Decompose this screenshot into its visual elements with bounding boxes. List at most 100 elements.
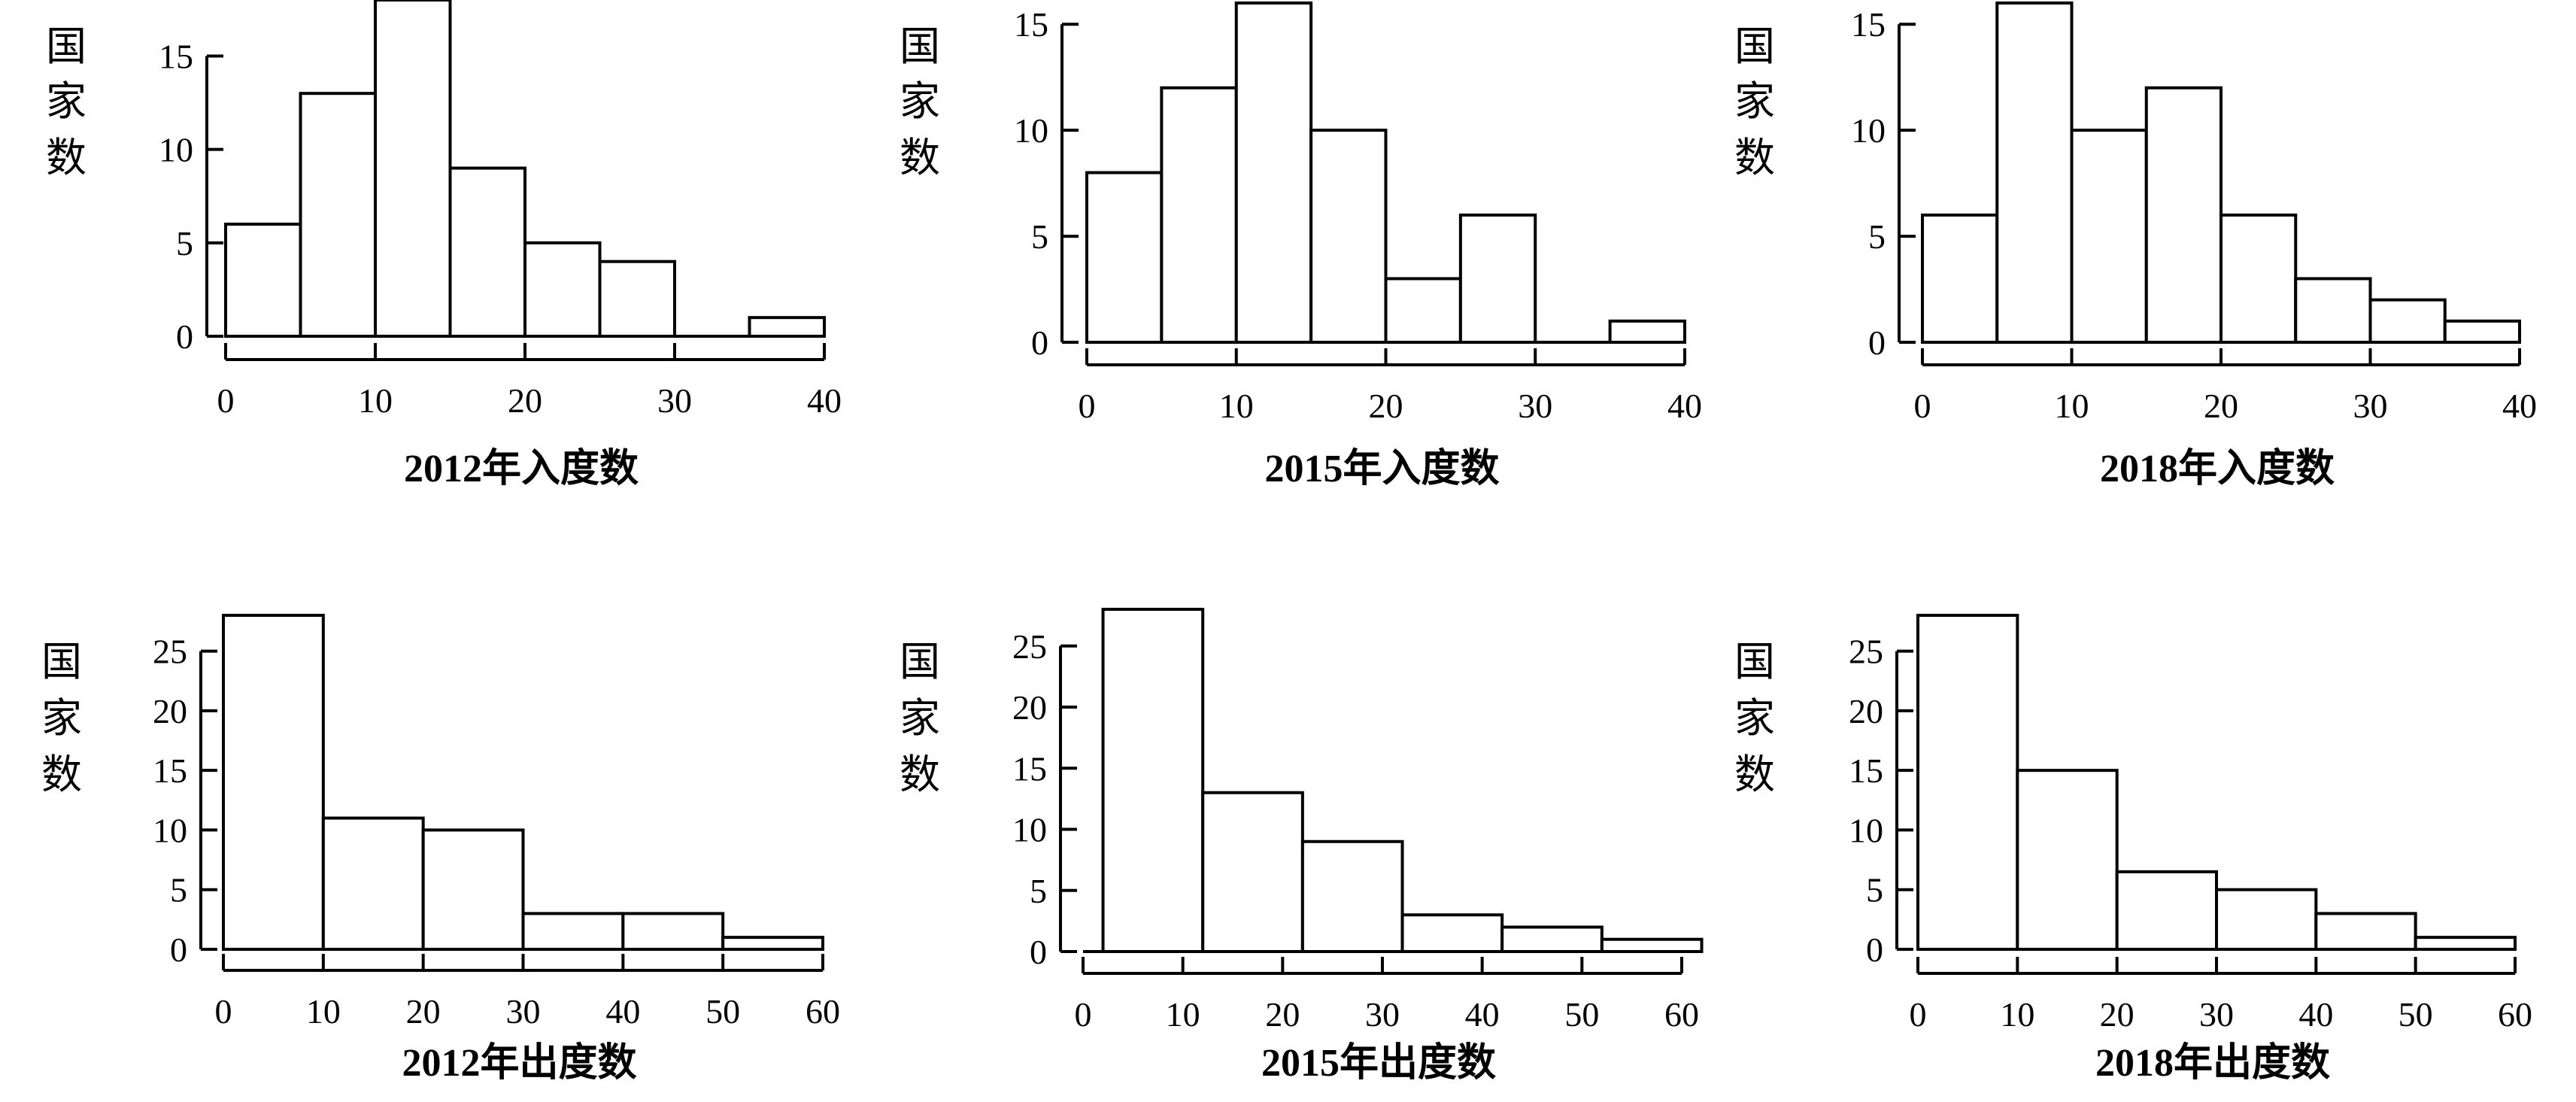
y-tick-label: 15: [1012, 749, 1047, 788]
y-axis-label-char: 数: [900, 752, 940, 797]
histogram-panel-4: 0 5 10 15 20 25 0 10 20 30 40 50 60 国家数 2012年出度数: [41, 614, 840, 1085]
x-tick-label: 60: [806, 992, 840, 1031]
y-axis-label-char: 家: [46, 79, 86, 124]
y-axis-label-char: 家: [41, 696, 82, 741]
y-axis-label-char: 数: [41, 752, 82, 797]
histogram-bar: [2219, 213, 2298, 344]
x-tick-label: 10: [358, 381, 393, 420]
x-axis-label: 2012年入度数: [404, 447, 639, 490]
x-tick-label: 60: [1664, 995, 1699, 1034]
x-tick-label: 20: [2100, 995, 2135, 1034]
y-axis-label-char: 国: [1734, 639, 1775, 685]
y-tick-label: 0: [1868, 323, 1886, 362]
y-tick-label: 10: [1012, 811, 1047, 849]
y-tick-label: 25: [1012, 627, 1047, 666]
y-tick-label: 10: [1851, 111, 1886, 150]
x-tick-label: 0: [215, 992, 232, 1031]
x-tick-label: 30: [2199, 995, 2234, 1034]
x-tick-label: 20: [1369, 387, 1403, 425]
histogram-bar: [448, 166, 526, 338]
x-tick-label: 30: [506, 992, 541, 1031]
x-tick-label: 40: [1667, 387, 1702, 425]
x-tick-label: 10: [1219, 387, 1254, 425]
y-axis-label-char: 数: [1734, 752, 1775, 797]
x-tick-label: 10: [306, 992, 341, 1031]
histogram-bar: [2215, 888, 2318, 951]
histogram-bar: [1600, 937, 1704, 953]
x-tick-label: 50: [2399, 995, 2433, 1034]
y-tick-label: 5: [1031, 217, 1048, 256]
x-axis-label: 2012年出度数: [402, 1041, 636, 1085]
y-tick-label: 15: [1014, 5, 1048, 44]
histogram-bar: [2314, 912, 2417, 952]
x-tick-label: 40: [2502, 387, 2537, 425]
x-tick-label: 50: [1564, 995, 1599, 1034]
histogram-bar: [1300, 839, 1404, 953]
histogram-bar: [2443, 319, 2521, 344]
y-axis-label-char: 数: [46, 135, 86, 181]
y-tick-label: 0: [1866, 930, 1883, 969]
y-tick-label: 5: [1868, 217, 1886, 256]
histogram-panel-6: 0 5 10 15 20 25 0 10 20 30 40 50 60 国家数 2018年出度数: [1734, 614, 2532, 1085]
x-axis-label: 2018年入度数: [2100, 447, 2335, 490]
histogram-bar: [222, 614, 325, 951]
histogram-bar: [748, 316, 826, 338]
y-tick-label: 10: [159, 131, 193, 169]
y-axis-label-char: 国: [41, 639, 82, 685]
x-tick-label: 0: [1914, 387, 1931, 425]
x-axis-label: 2018年出度数: [2095, 1041, 2330, 1085]
histogram-bar: [1384, 277, 1462, 344]
histogram-bar: [721, 936, 825, 951]
histogram-bar: [2115, 870, 2219, 952]
x-tick-label: 0: [1910, 995, 1927, 1034]
y-tick-label: 15: [1849, 751, 1883, 790]
x-tick-label: 30: [1365, 995, 1400, 1034]
histogram-bar: [1995, 2, 2074, 344]
y-tick-label: 5: [1030, 872, 1047, 910]
x-tick-label: 0: [217, 381, 235, 420]
histogram-panel-3: 0 5 10 15 0 10 20 30 40 国家数 2018年入度数: [1734, 2, 2537, 490]
x-tick-label: 40: [2298, 995, 2333, 1034]
x-tick-label: 10: [2000, 995, 2034, 1034]
y-tick-label: 15: [159, 38, 193, 76]
histogram-bar: [1458, 213, 1537, 344]
histogram-bar: [2144, 86, 2223, 344]
histogram-bar: [1916, 614, 2019, 951]
histogram-bar: [1201, 791, 1304, 953]
y-tick-label: 20: [1012, 688, 1047, 727]
y-axis-label-char: 数: [1734, 135, 1775, 181]
y-tick-label: 0: [176, 317, 193, 356]
histogram-panel-5: 0 5 10 15 20 25 0 10 20 30 40 50 60 国家数 2015年出度数: [900, 608, 1704, 1085]
y-axis-label-char: 国: [900, 24, 940, 69]
histogram-panel-1: 0 5 10 15 0 10 20 30 40 国家数 2012年入度数: [46, 0, 842, 490]
y-axis-label-char: 国: [46, 24, 86, 69]
y-tick-label: 0: [170, 930, 187, 969]
histogram-bar: [1400, 913, 1504, 953]
x-tick-label: 20: [1265, 995, 1300, 1034]
x-tick-label: 20: [2204, 387, 2238, 425]
y-tick-label: 0: [1030, 933, 1047, 971]
histogram-bar: [321, 816, 425, 951]
histogram-bar: [1500, 925, 1604, 953]
y-axis-label-char: 数: [900, 135, 940, 181]
x-tick-label: 10: [2055, 387, 2089, 425]
x-tick-label: 0: [1079, 387, 1096, 425]
y-axis-label-char: 家: [1734, 696, 1775, 741]
y-tick-label: 20: [1849, 692, 1883, 730]
histogram-bar: [1101, 608, 1205, 953]
histogram-bar: [2368, 298, 2447, 344]
x-tick-label: 40: [605, 992, 640, 1031]
y-axis-label-char: 国: [900, 639, 940, 685]
histogram-bar: [521, 912, 625, 952]
x-tick-label: 40: [1465, 995, 1500, 1034]
y-tick-label: 10: [1849, 811, 1883, 849]
histogram-bar: [1921, 213, 1999, 344]
histogram-bar: [1608, 319, 1686, 344]
histogram-bar: [1160, 86, 1238, 344]
y-tick-label: 10: [153, 811, 187, 849]
x-tick-label: 60: [2498, 995, 2532, 1034]
y-tick-label: 20: [153, 692, 187, 730]
y-axis-label-char: 家: [900, 79, 940, 124]
x-tick-label: 30: [2353, 387, 2388, 425]
x-tick-label: 30: [657, 381, 692, 420]
